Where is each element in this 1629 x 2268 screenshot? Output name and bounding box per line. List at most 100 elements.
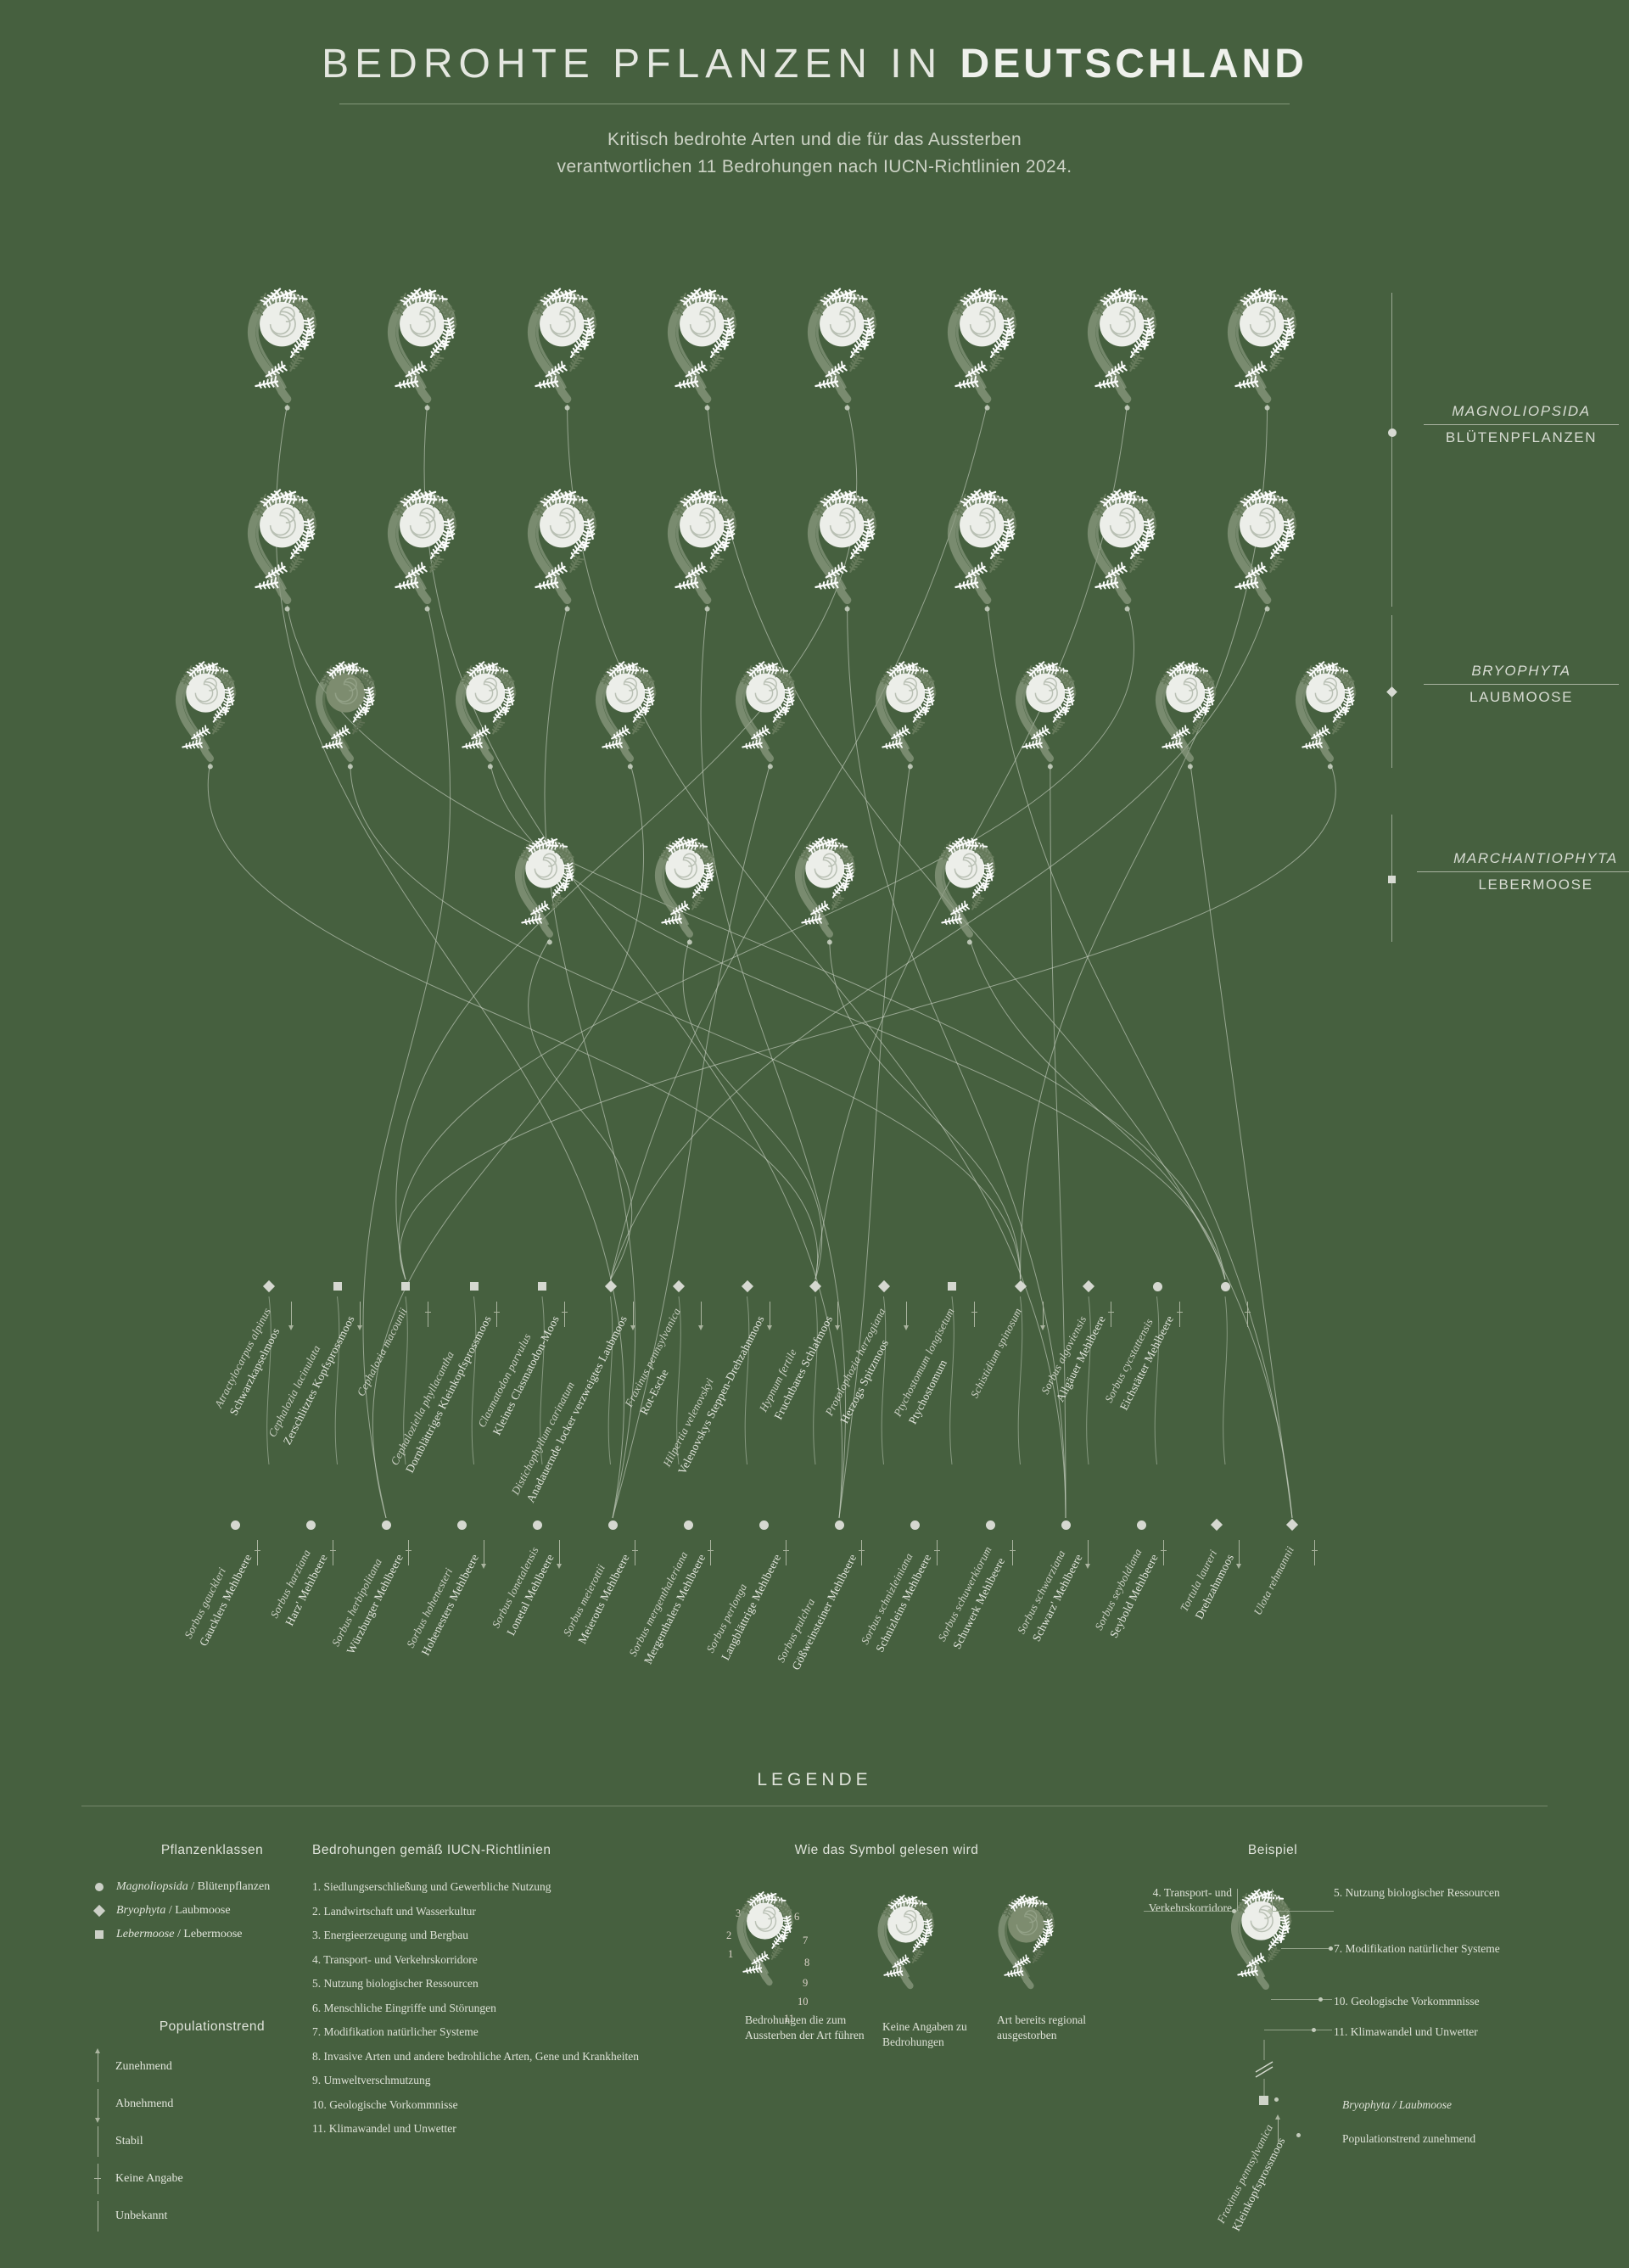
fern-symbol-magnoliopsida-1-2 [381, 287, 470, 405]
legend-read-caption-2: Keine Angaben zu Bedrohungen [882, 2020, 967, 2049]
population-trend-indicator [835, 1302, 840, 1330]
population-trend-indicator [783, 1540, 789, 1565]
trend-arrow-icon [406, 1550, 411, 1551]
node-marker-square-icon[interactable] [469, 1282, 479, 1291]
trend-arrow-icon [356, 1325, 362, 1330]
legend-title: LEGENDE [757, 1770, 872, 1789]
legend-read-heading: Wie das Symbol gelesen wird [794, 1843, 979, 1857]
legend-trend-item: Abnehmend [93, 2086, 331, 2123]
legend-example-leader-dot [1268, 1909, 1272, 1913]
class-marker-circle-icon [1387, 428, 1397, 437]
trend-arrow-icon [835, 1325, 840, 1330]
class-label-group: MAGNOLIOPSIDA BLÜTENPFLANZEN [1424, 403, 1619, 446]
fern-symbol-magnoliopsida-2-7 [1081, 488, 1170, 606]
legend-trend-item: Stabil [93, 2123, 331, 2160]
trend-arrow-icon [557, 1564, 562, 1569]
node-marker-circle-icon[interactable] [986, 1520, 995, 1530]
legend-trend-list: Zunehmend Abnehmend Stabil Keine Angabe Unbe… [93, 2048, 331, 2235]
legend-circle-icon [93, 1881, 105, 1893]
class-marker-square-icon [1387, 876, 1396, 883]
fern-symbol-magnoliopsida-1-3 [521, 287, 610, 405]
population-trend-indicator [1236, 1540, 1241, 1569]
legend-example-leader-line [1281, 1948, 1332, 1949]
population-trend-indicator [1176, 1302, 1183, 1327]
class-scientific-name: BRYOPHYTA [1424, 663, 1619, 685]
legend-example-leader-dot [1318, 1997, 1323, 2002]
legend-example-heading: Beispiel [1247, 1843, 1298, 1857]
class-common-name: LAUBMOOSE [1469, 689, 1574, 705]
trend-none-icon [94, 2178, 101, 2179]
node-marker-circle-icon[interactable] [457, 1520, 467, 1530]
population-trend-indicator [255, 1540, 260, 1565]
legend-trend-label: Unbekannt [115, 2209, 168, 2222]
legend-threat-item: 2. Landwirtschaft und Wasserkultur [312, 1904, 476, 1918]
node-marker-circle-icon[interactable] [608, 1520, 618, 1530]
legend-class-item: Lebermoose / Lebermoose [93, 1928, 331, 1941]
node-marker-square-icon[interactable] [538, 1282, 546, 1291]
node-marker-circle-icon[interactable] [1152, 1282, 1162, 1291]
fern-symbol-magnoliopsida-1-4 [661, 287, 750, 405]
class-axis-rule [1391, 293, 1392, 607]
node-marker-circle-icon[interactable] [533, 1520, 542, 1530]
fern-symbol-bryophyta-3-6 [870, 660, 948, 763]
trend-arrow-icon [425, 1312, 431, 1313]
fern-symbol-marchantiophyta-4-1 [509, 836, 587, 938]
legend-example-leader-dot [1312, 2028, 1316, 2032]
fern-symbol-magnoliopsida-2-8 [1221, 488, 1310, 606]
population-trend-indicator [493, 1302, 500, 1327]
legend-threat-number-11: 11 [784, 2013, 795, 2024]
legend-threat-number-3: 3 [736, 1907, 742, 1919]
trend-arrow-icon [1245, 1312, 1251, 1313]
trend-down-arrow-icon [94, 2118, 100, 2123]
trend-arrow-icon [1010, 1550, 1016, 1551]
fern-symbol-magnoliopsida-2-2 [381, 488, 470, 606]
node-marker-circle-icon[interactable] [306, 1520, 316, 1530]
legend-classes-list: Magnoliopsida / Blütenpflanzen Bryophyta … [92, 1880, 331, 1941]
node-marker-square-icon[interactable] [948, 1282, 956, 1291]
legend-class-item: Bryophyta / Laubmoose [92, 1904, 331, 1918]
legend-threat-number-1: 1 [728, 1948, 734, 1960]
legend-how-to-read: Wie das Symbol gelesen wird [730, 1843, 1044, 1858]
fern-symbol-magnoliopsida-1-7 [1081, 287, 1170, 405]
trend-glyph [93, 2198, 102, 2235]
fern-symbol-magnoliopsida-2-3 [521, 488, 610, 606]
node-marker-circle-icon[interactable] [684, 1520, 693, 1530]
fern-symbol-marchantiophyta-4-4 [929, 836, 1007, 938]
node-marker-circle-icon[interactable] [231, 1520, 240, 1530]
node-marker-square-icon[interactable] [333, 1282, 342, 1291]
trend-glyph [93, 2160, 102, 2198]
fern-symbol-bryophyta-3-3 [450, 660, 528, 763]
trend-arrow-icon [934, 1550, 940, 1551]
node-marker-circle-icon[interactable] [910, 1520, 920, 1530]
node-marker-circle-icon[interactable] [382, 1520, 391, 1530]
population-trend-indicator [1161, 1540, 1167, 1565]
population-trend-indicator [934, 1540, 940, 1565]
population-trend-indicator [1085, 1540, 1090, 1569]
trend-arrow-icon [1108, 1312, 1114, 1313]
node-marker-circle-icon[interactable] [759, 1520, 769, 1530]
node-marker-circle-icon[interactable] [1137, 1520, 1146, 1530]
page-subtitle: Kritisch bedrohte Arten und die für das … [0, 126, 1629, 180]
legend-threat-number-2: 2 [726, 1929, 732, 1941]
population-trend-indicator [288, 1302, 294, 1330]
legend-example-tick [1237, 1889, 1238, 1911]
legend-example-fern [1225, 1888, 1303, 1991]
trend-arrow-icon [288, 1325, 294, 1330]
legend-trend-label: Keine Angabe [115, 2172, 183, 2185]
fern-symbol-magnoliopsida-1-5 [801, 287, 890, 405]
legend-threat-item: 4. Transport- und Verkehrskorridore [312, 1952, 478, 1966]
page-header: BEDROHTE PFLANZEN IN DEUTSCHLAND Kritisc… [0, 0, 1629, 180]
node-marker-circle-icon[interactable] [835, 1520, 844, 1530]
legend-example-callout-10: 10. Geologische Vorkommnisse [1334, 1995, 1480, 2008]
node-marker-circle-icon[interactable] [1061, 1520, 1071, 1530]
node-marker-square-icon[interactable] [401, 1282, 410, 1291]
population-trend-indicator [557, 1540, 562, 1569]
trend-glyph [93, 2123, 102, 2160]
node-marker-circle-icon[interactable] [1221, 1282, 1230, 1291]
legend-read-fern-2 [872, 1894, 945, 1991]
fern-symbol-bryophyta-3-9 [1290, 660, 1368, 763]
trend-up-arrow-icon [94, 2048, 100, 2053]
fern-symbol-magnoliopsida-1-1 [241, 287, 330, 405]
fern-symbol-magnoliopsida-2-5 [801, 488, 890, 606]
trend-arrow-icon [1039, 1325, 1045, 1330]
